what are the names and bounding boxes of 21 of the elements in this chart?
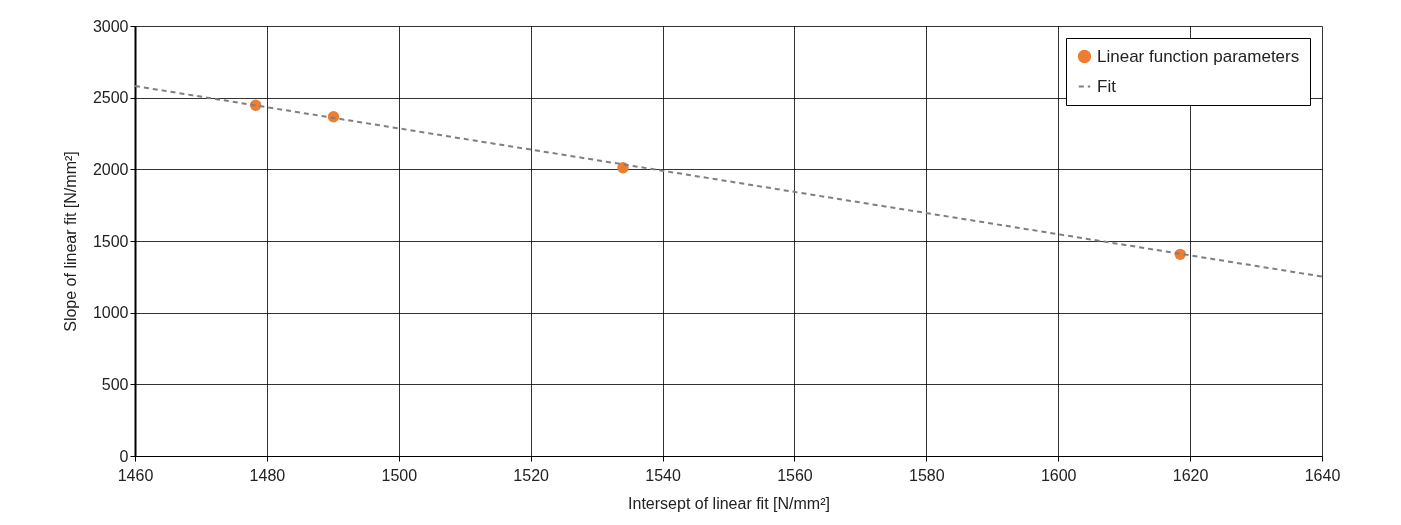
y-tick-label: 500 bbox=[101, 375, 129, 393]
legend-label: Linear function parameters bbox=[1097, 46, 1300, 66]
x-tick-label: 1540 bbox=[645, 466, 681, 484]
y-axis-title: Slope of linear fit [N/mm²] bbox=[61, 151, 79, 332]
y-tick-label: 0 bbox=[119, 447, 129, 465]
x-tick-label: 1620 bbox=[1172, 466, 1209, 484]
y-tick-label: 2000 bbox=[92, 160, 129, 178]
x-tick-label: 1560 bbox=[777, 466, 813, 484]
x-tick-label: 1640 bbox=[1304, 466, 1341, 484]
legend-label: Fit bbox=[1097, 76, 1117, 96]
y-tick-label: 1500 bbox=[92, 232, 129, 250]
y-tick-label: 3000 bbox=[92, 17, 129, 35]
y-tick-label: 2500 bbox=[92, 89, 129, 107]
x-tick-label: 1600 bbox=[1040, 466, 1077, 484]
x-axis-title: Intersept of linear fit [N/mm²] bbox=[628, 494, 830, 512]
x-tick-label: 1520 bbox=[513, 466, 550, 484]
y-tick-label: 1000 bbox=[92, 304, 129, 322]
x-tick-label: 1500 bbox=[381, 466, 418, 484]
x-tick-label: 1580 bbox=[909, 466, 945, 484]
x-tick-label: 1480 bbox=[249, 466, 286, 484]
x-tick-label: 1460 bbox=[117, 466, 154, 484]
